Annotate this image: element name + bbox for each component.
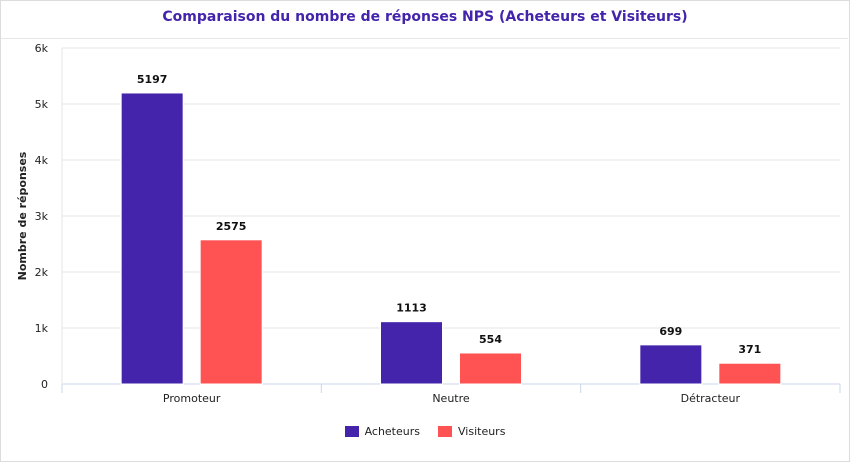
bar-acheteurs bbox=[120, 92, 184, 385]
title-divider bbox=[1, 38, 848, 39]
bar-visiteurs bbox=[718, 362, 782, 385]
y-tick-label: 4k bbox=[35, 154, 49, 167]
data-label: 371 bbox=[738, 343, 761, 356]
data-label: 699 bbox=[659, 325, 682, 338]
chart-title: Comparaison du nombre de réponses NPS (A… bbox=[162, 9, 688, 25]
y-tick-label: 1k bbox=[35, 322, 49, 335]
data-label: 5197 bbox=[137, 73, 168, 86]
y-tick-label: 5k bbox=[35, 98, 49, 111]
y-tick-label: 3k bbox=[35, 210, 49, 223]
legend-label: Visiteurs bbox=[458, 425, 506, 438]
data-label: 2575 bbox=[216, 220, 247, 233]
legend-swatch bbox=[438, 426, 452, 437]
bar-acheteurs bbox=[639, 344, 703, 385]
y-tick-label: 2k bbox=[35, 266, 49, 279]
legend-item-visiteurs[interactable]: Visiteurs bbox=[438, 425, 505, 438]
y-axis-title: Nombre de réponses bbox=[16, 151, 29, 280]
x-tick-label: Détracteur bbox=[681, 392, 741, 405]
data-label: 554 bbox=[479, 333, 502, 346]
y-tick-label: 0 bbox=[41, 378, 48, 391]
legend-label: Acheteurs bbox=[364, 425, 420, 438]
x-tick-label: Promoteur bbox=[163, 392, 221, 405]
bar-visiteurs bbox=[459, 352, 522, 385]
data-label: 1113 bbox=[396, 302, 427, 315]
bar-acheteurs bbox=[380, 321, 443, 385]
bar-visiteurs bbox=[199, 239, 263, 385]
legend: Acheteurs Visiteurs bbox=[0, 425, 850, 438]
legend-swatch bbox=[344, 426, 359, 437]
x-tick-label: Neutre bbox=[432, 392, 470, 405]
y-tick-label: 6k bbox=[35, 42, 49, 55]
legend-item-acheteurs[interactable]: Acheteurs bbox=[344, 425, 420, 438]
